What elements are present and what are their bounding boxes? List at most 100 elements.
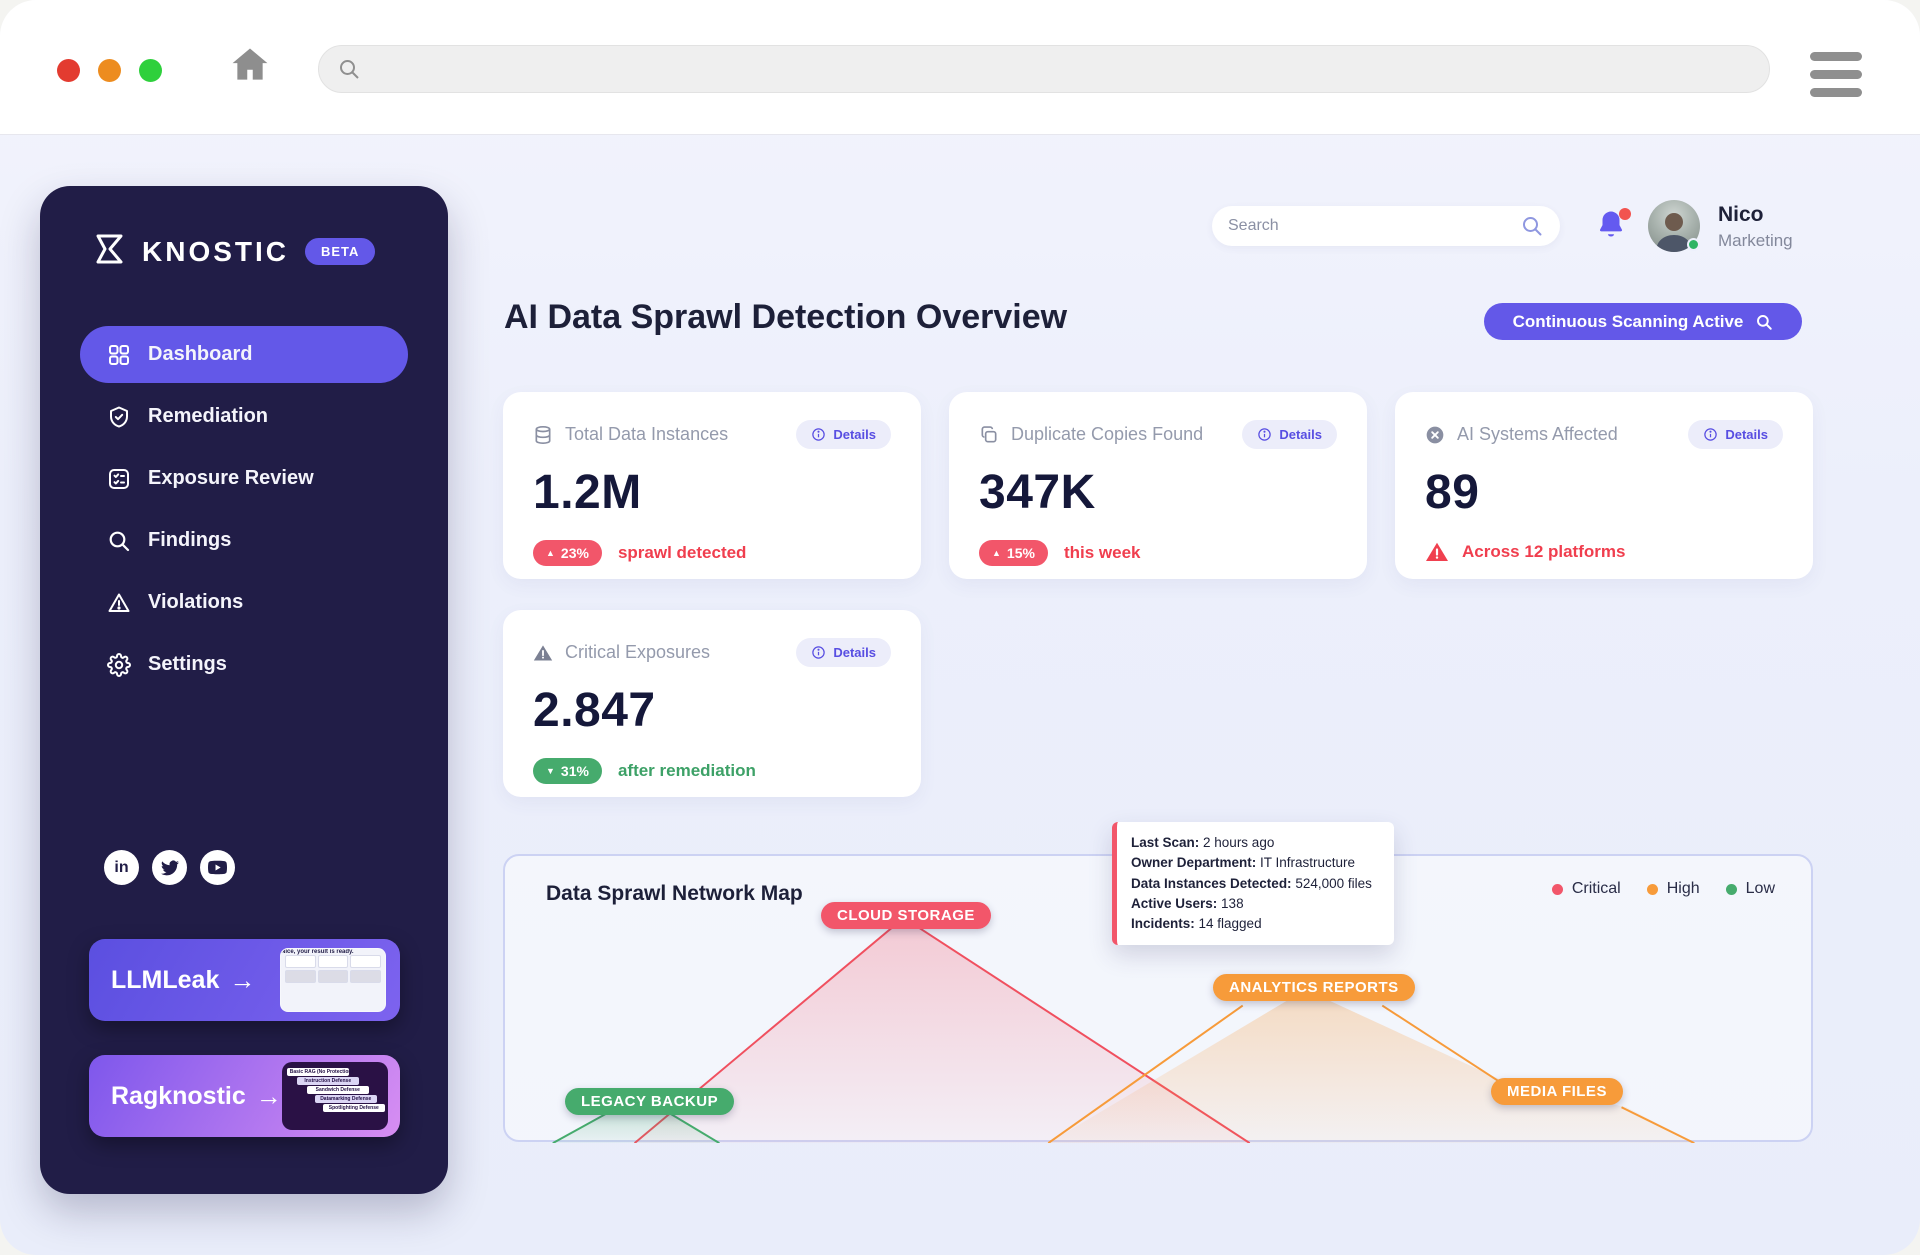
map-node-media-files[interactable]: MEDIA FILES	[1491, 1078, 1623, 1105]
x-circle-icon	[1425, 425, 1445, 445]
metric-card-critical-exposures: Critical Exposures Details 2.847 ▼ 31% af…	[503, 610, 921, 797]
info-icon	[812, 428, 826, 441]
sidebar-item-dashboard[interactable]: Dashboard	[80, 326, 408, 383]
social-links: in	[104, 850, 235, 885]
tooltip-row: Last Scan: 2 hours ago	[1131, 835, 1275, 850]
continuous-scanning-button[interactable]: Continuous Scanning Active	[1484, 303, 1802, 340]
maximize-window-button[interactable]	[139, 59, 162, 82]
metric-value: 347K	[979, 466, 1096, 519]
metric-card-total-data-instances: Total Data Instances Details 1.2M ▲ 23% s…	[503, 392, 921, 579]
warning-triangle-icon	[1426, 542, 1448, 561]
metric-value: 89	[1425, 466, 1480, 519]
sidebar-item-label: Remediation	[148, 405, 269, 427]
metric-value: 2.847	[533, 684, 656, 737]
arrow-right-icon: →	[255, 1080, 282, 1111]
promo-label: Ragknostic	[111, 1081, 246, 1110]
legend-item-critical: Critical	[1551, 880, 1621, 898]
sidebar-item-label: Findings	[148, 529, 232, 551]
legend-item-low: Low	[1725, 880, 1775, 898]
search-icon	[1757, 314, 1773, 330]
sidebar-item-label: Dashboard	[148, 343, 253, 365]
metric-note: after remediation	[617, 761, 756, 780]
search-input[interactable]	[1228, 217, 1520, 235]
linkedin-icon[interactable]: in	[104, 850, 139, 885]
brand-name: KNOSTIC	[142, 235, 289, 267]
sidebar-item-label: Violations	[148, 591, 244, 613]
tooltip-row: Incidents: 14 flagged	[1131, 916, 1262, 931]
details-button[interactable]: Details	[796, 638, 891, 667]
search-icon	[106, 528, 132, 554]
twitter-icon[interactable]	[152, 850, 187, 885]
minimize-window-button[interactable]	[98, 59, 121, 82]
notification-badge	[1619, 208, 1631, 220]
map-node-cloud-storage[interactable]: CLOUD STORAGE	[821, 902, 991, 929]
tooltip-row: Data Instances Detected: 524,000 files	[1131, 875, 1372, 891]
page-title: AI Data Sprawl Detection Overview	[504, 298, 1068, 336]
metric-label: Critical Exposures	[565, 642, 711, 662]
sidebar-nav: Dashboard Remediation Exposure Review Fi…	[80, 326, 408, 693]
metric-note: this week	[1063, 543, 1141, 562]
dashboard-search[interactable]	[1212, 206, 1560, 246]
map-title: Data Sprawl Network Map	[546, 882, 803, 905]
low-dot-icon	[1725, 883, 1737, 895]
trend-badge: ▲ 15%	[979, 540, 1048, 566]
youtube-icon[interactable]	[200, 850, 235, 885]
metric-card-duplicate-copies: Duplicate Copies Found Details 347K ▲ 15%…	[949, 392, 1367, 579]
info-icon	[1258, 428, 1272, 441]
critical-dot-icon	[1551, 883, 1563, 895]
details-button[interactable]: Details	[796, 420, 891, 449]
browser-chrome	[0, 0, 1920, 135]
details-button[interactable]: Details	[1242, 420, 1337, 449]
sidebar-item-violations[interactable]: Violations	[80, 574, 408, 631]
high-dot-icon	[1646, 883, 1658, 895]
warning-triangle-icon	[106, 590, 132, 616]
scan-button-label: Continuous Scanning Active	[1512, 311, 1744, 331]
ragknostic-promo-button[interactable]: Ragknostic → Basic RAG (No Protection) In…	[89, 1055, 400, 1137]
llmleak-thumbnail: Nice, your result is ready.	[280, 948, 386, 1012]
browser-menu-icon[interactable]	[1810, 52, 1862, 97]
metric-card-ai-systems-affected: AI Systems Affected Details 89 Across 12…	[1395, 392, 1813, 579]
sidebar-item-label: Exposure Review	[148, 467, 314, 489]
sidebar-item-exposure-review[interactable]: Exposure Review	[80, 450, 408, 507]
notifications-button[interactable]	[1594, 208, 1632, 246]
sidebar: KNOSTIC BETA Dashboard Remediation Ex	[40, 186, 448, 1194]
copy-icon	[979, 425, 999, 445]
map-legend: Critical High Low	[1551, 880, 1775, 898]
map-node-analytics-reports[interactable]: ANALYTICS REPORTS	[1213, 974, 1415, 1001]
metric-value: 1.2M	[533, 466, 642, 519]
beta-badge: BETA	[305, 238, 376, 265]
user-name: Nico	[1718, 203, 1764, 226]
window-controls	[57, 59, 162, 82]
tooltip-row: Active Users: 138	[1131, 895, 1244, 911]
llmleak-promo-button[interactable]: LLMLeak → Nice, your result is ready.	[89, 939, 400, 1021]
user-role: Marketing	[1718, 231, 1793, 250]
database-icon	[533, 425, 553, 445]
metric-note: Across 12 platforms	[1462, 542, 1626, 561]
shield-check-icon	[106, 404, 132, 430]
tooltip-row: Owner Department: IT Infrastructure	[1131, 855, 1356, 871]
sidebar-item-settings[interactable]: Settings	[80, 636, 408, 693]
arrow-down-icon: ▼	[546, 766, 555, 776]
legend-item-high: High	[1646, 880, 1700, 898]
home-icon[interactable]	[228, 43, 272, 92]
search-icon	[1523, 217, 1542, 236]
details-button[interactable]: Details	[1688, 420, 1783, 449]
browser-url-input[interactable]	[371, 58, 1751, 80]
map-node-legacy-backup[interactable]: LEGACY BACKUP	[565, 1088, 735, 1115]
metric-note: sprawl detected	[617, 543, 747, 562]
scan-tooltip: Last Scan: 2 hours ago Owner Department:…	[1112, 822, 1394, 946]
brand: KNOSTIC BETA	[88, 230, 376, 273]
arrow-up-icon: ▲	[546, 548, 555, 558]
gear-icon	[106, 652, 132, 678]
sidebar-item-remediation[interactable]: Remediation	[80, 388, 408, 445]
search-icon	[340, 60, 359, 79]
close-window-button[interactable]	[57, 59, 80, 82]
online-status-dot	[1687, 238, 1700, 251]
metric-label: Total Data Instances	[565, 424, 729, 444]
dashboard-grid-icon	[106, 342, 132, 368]
sidebar-item-label: Settings	[148, 653, 227, 675]
sidebar-item-findings[interactable]: Findings	[80, 512, 408, 569]
browser-address-bar[interactable]	[318, 45, 1770, 93]
metric-label: Duplicate Copies Found	[1011, 424, 1204, 444]
